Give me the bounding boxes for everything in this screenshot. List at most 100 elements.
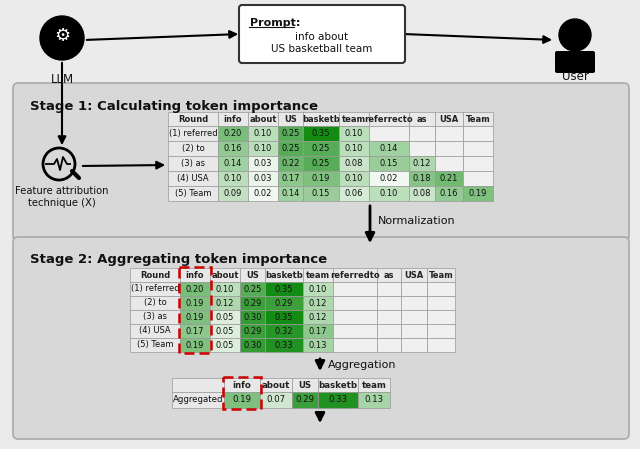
Bar [377,324,401,338]
Bar [435,171,463,186]
Bar [180,338,210,352]
Bar [401,268,427,282]
Text: team: team [306,270,330,279]
Bar [401,324,427,338]
Bar [427,324,455,338]
Bar [303,186,339,201]
Text: basketb: basketb [302,114,340,123]
Text: 0.35: 0.35 [312,129,330,138]
Text: 0.10: 0.10 [309,285,327,294]
Bar [303,282,333,296]
Bar [130,296,180,310]
FancyBboxPatch shape [13,83,629,241]
Bar [168,156,218,171]
Bar [339,126,369,141]
Text: 0.13: 0.13 [364,396,383,405]
Text: Round: Round [140,270,170,279]
Text: 0.15: 0.15 [380,159,398,168]
Bar [265,338,303,352]
Text: info: info [186,270,204,279]
Text: US: US [284,114,297,123]
Bar [260,392,292,408]
Text: 0.12: 0.12 [309,299,327,308]
Bar [278,141,303,156]
Bar [292,378,318,392]
Bar [333,324,377,338]
Text: (4) USA: (4) USA [177,174,209,183]
Bar [427,268,455,282]
Text: 0.07: 0.07 [266,396,285,405]
Text: referredto: referredto [330,270,380,279]
Bar [369,126,409,141]
Bar [377,338,401,352]
Bar [240,282,265,296]
Bar [377,282,401,296]
Text: 0.20: 0.20 [186,285,204,294]
Bar [168,186,218,201]
Text: 0.18: 0.18 [413,174,431,183]
Bar [369,171,409,186]
Bar [265,282,303,296]
Text: 0.30: 0.30 [243,313,262,321]
Text: 0.35: 0.35 [275,313,293,321]
Text: 0.02: 0.02 [254,189,272,198]
Text: 0.25: 0.25 [312,144,330,153]
Text: 0.14: 0.14 [282,189,300,198]
Bar [278,186,303,201]
Text: 0.19: 0.19 [186,340,204,349]
Bar [278,171,303,186]
Text: 0.05: 0.05 [216,313,234,321]
Bar [401,310,427,324]
Text: referrecto: referrecto [365,114,413,123]
Text: 0.19: 0.19 [312,174,330,183]
Bar [435,156,463,171]
Text: 0.21: 0.21 [440,174,458,183]
Text: 0.29: 0.29 [296,396,314,405]
Text: 0.06: 0.06 [345,189,364,198]
Bar [130,338,180,352]
Bar [210,324,240,338]
Bar [377,296,401,310]
Bar [180,282,210,296]
Bar [223,377,261,409]
Bar [435,112,463,126]
Text: 0.03: 0.03 [253,174,272,183]
Text: 0.30: 0.30 [243,340,262,349]
Bar [303,338,333,352]
Text: ⚙: ⚙ [54,27,70,45]
Text: (3) as: (3) as [143,313,167,321]
Text: (1) referred: (1) referred [169,129,218,138]
Text: 0.12: 0.12 [413,159,431,168]
Bar [303,156,339,171]
Text: USA: USA [440,114,459,123]
Bar [435,126,463,141]
Text: 0.10: 0.10 [380,189,398,198]
Text: basketb: basketb [319,380,358,389]
Bar [409,171,435,186]
Bar [240,296,265,310]
Bar [303,141,339,156]
FancyBboxPatch shape [13,237,629,439]
Bar [172,378,224,392]
Text: (5) Team: (5) Team [137,340,173,349]
Text: 0.05: 0.05 [216,326,234,335]
Text: 0.08: 0.08 [413,189,431,198]
Circle shape [559,19,591,51]
Bar [240,338,265,352]
Bar [278,156,303,171]
Bar [333,310,377,324]
Bar [168,126,218,141]
Bar [168,141,218,156]
Text: 0.14: 0.14 [224,159,242,168]
Text: 0.10: 0.10 [216,285,234,294]
Text: Round: Round [178,114,208,123]
Bar [401,296,427,310]
Bar [435,186,463,201]
Bar [130,282,180,296]
Bar [210,268,240,282]
Bar [168,112,218,126]
Bar [339,156,369,171]
Text: 0.19: 0.19 [232,396,252,405]
Bar [369,141,409,156]
Bar [427,338,455,352]
